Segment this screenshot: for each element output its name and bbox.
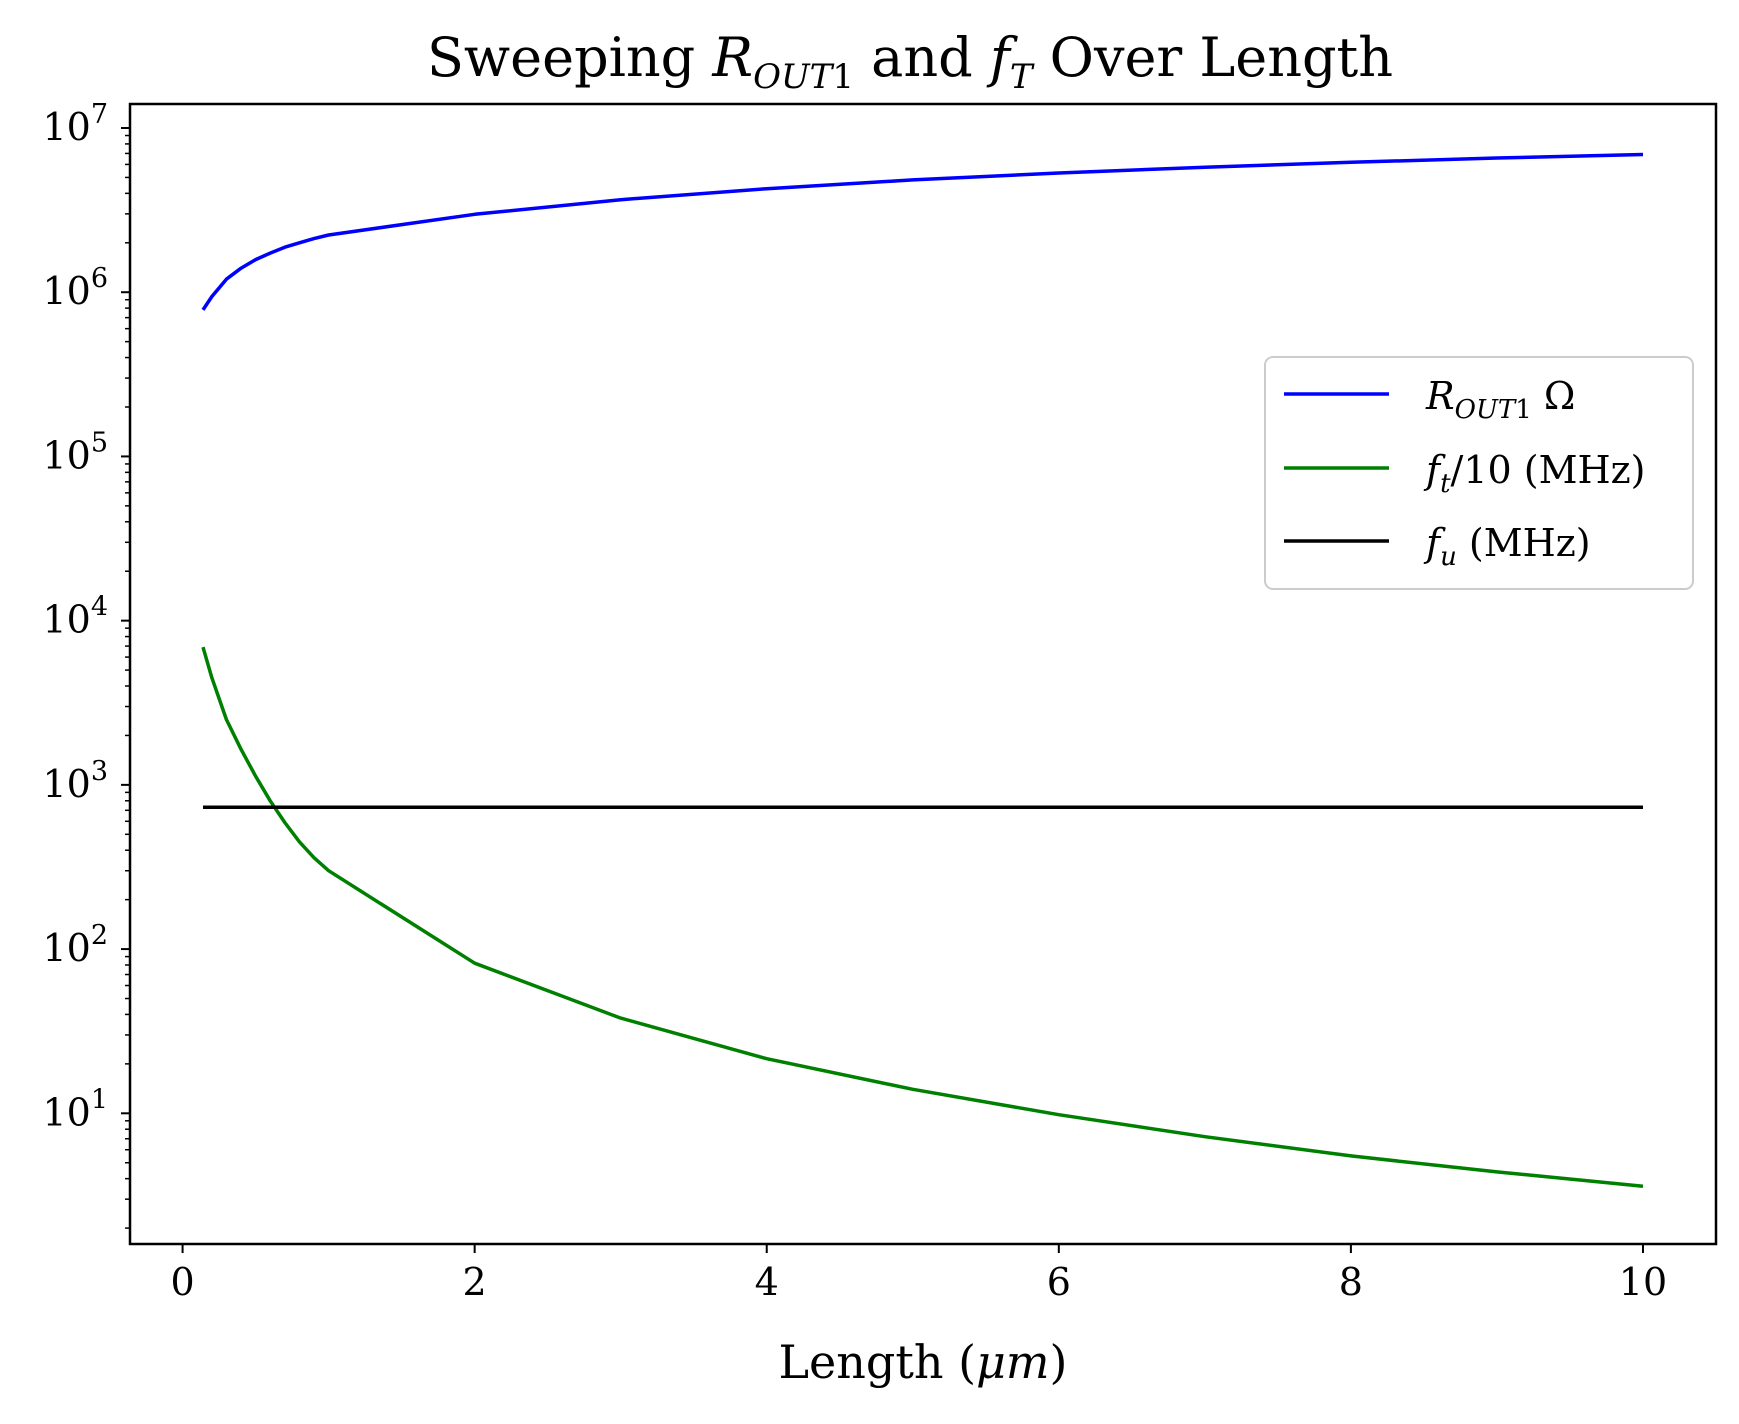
plot-frame (128, 102, 1718, 1246)
x-tick-label: 2 (463, 1260, 487, 1304)
y-tick-label: 105 (42, 427, 108, 477)
legend: ROUT1 Ω ft/10 (MHz) fu (MHz) (1264, 356, 1694, 590)
legend-label-ft: ft/10 (MHz) (1423, 448, 1646, 499)
y-axis-ticks: 101 102 103 104 105 106 107 (42, 99, 130, 1229)
series-line-2 (201, 646, 1644, 1188)
x-tick-label: 0 (170, 1260, 194, 1304)
y-tick-label: 103 (42, 756, 108, 806)
x-axis-ticks: 0 2 4 6 8 10 (170, 1244, 1667, 1304)
x-tick-label: 4 (755, 1260, 779, 1304)
x-tick-label: 10 (1619, 1260, 1667, 1304)
chart-title: Sweeping ROUT1 and fT Over Length (427, 26, 1393, 97)
y-tick-label: 107 (42, 99, 108, 149)
x-tick-label: 6 (1047, 1260, 1071, 1304)
series-line-1 (201, 152, 1644, 311)
series-lines (201, 152, 1644, 1188)
legend-label-fu: fu (MHz) (1423, 521, 1591, 572)
x-axis-label: Length (μm) (779, 1335, 1068, 1389)
y-tick-label: 101 (42, 1084, 108, 1134)
plot-area (128, 102, 1718, 1246)
y-tick-label: 104 (42, 592, 108, 642)
y-tick-label: 106 (42, 263, 108, 313)
legend-box (1264, 356, 1694, 590)
legend-label-rout1: ROUT1 Ω (1425, 374, 1575, 425)
y-tick-label: 102 (42, 920, 108, 970)
x-tick-label: 8 (1339, 1260, 1363, 1304)
